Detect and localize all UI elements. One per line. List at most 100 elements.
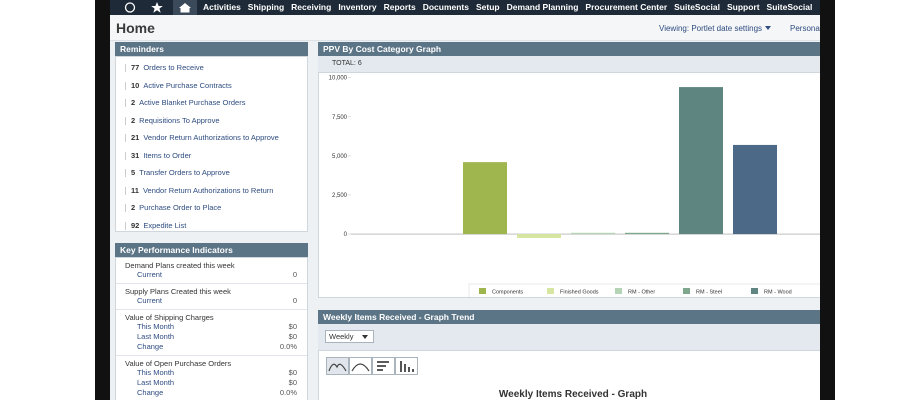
reminder-count: 10 — [131, 80, 140, 90]
page-title: Home — [116, 20, 155, 36]
legend-label: RM - Other — [628, 290, 655, 296]
weekly-toolbar: Weekly — [318, 324, 820, 350]
reminder[interactable]: 2 Purchase Order to Place — [116, 199, 307, 217]
y-tick-label: 5,000 — [332, 154, 348, 160]
kpi-row-value: $0 — [288, 368, 297, 377]
reminder-label: Purchase Order to Place — [139, 203, 222, 212]
kpi-row: Last Month $0 — [125, 332, 297, 342]
kpi-row-value: $0 — [288, 332, 297, 341]
kpi-portlet: Key Performance Indicators Demand Plans … — [115, 243, 308, 400]
kpi-row-label: This Month — [137, 368, 175, 377]
legend-label: Finished Goods — [560, 290, 599, 296]
total-row: TOTAL: 6 — [318, 56, 820, 72]
bar — [679, 87, 723, 235]
reminder-label: Vendor Return Authorizations to Approve — [143, 133, 279, 142]
graph-type-buttons[interactable] — [326, 357, 418, 375]
legend-swatch — [615, 288, 622, 294]
reminder-label: Expedite List — [143, 220, 187, 230]
nav-item[interactable]: SuiteSocial — [674, 2, 720, 12]
reminder-count: 11 — [131, 185, 139, 195]
bar — [571, 232, 615, 235]
date-settings[interactable]: Viewing: Portlet date settings — [659, 24, 772, 33]
reminder-label: Orders to Receive — [143, 63, 204, 72]
legend-label: RM - Steel — [696, 290, 722, 296]
graph-title: Weekly Items Received - Graph — [498, 389, 648, 400]
kpi-group: Value of Shipping Charges This Month $0 Las… — [116, 310, 307, 356]
nav-item[interactable]: Procurement Center — [585, 2, 668, 12]
kpi-name: Supply Plans Created this week — [125, 287, 231, 296]
legend-swatch — [751, 288, 758, 294]
y-tick-label: 0 — [344, 232, 348, 238]
reminder-count: 5 — [131, 168, 136, 177]
y-tick-label: 2,500 — [332, 193, 348, 199]
reminder[interactable]: 92 Expedite List — [116, 217, 307, 235]
nav-item[interactable]: SuiteSocial — [766, 2, 813, 12]
total-value: 6 — [357, 60, 362, 67]
kpi-name: Demand Plans created this week — [125, 261, 235, 270]
kpi-row: Change 0.0% — [125, 388, 297, 398]
portlet-header: Reminders — [115, 42, 308, 56]
y-tick-label: 10,000 — [329, 76, 348, 82]
kpi-row: This Month $0 — [125, 322, 297, 332]
kpi-row-label: Last Month — [137, 332, 175, 341]
bar — [625, 232, 669, 235]
page-header: Home Viewing: Portlet date settings Pers… — [110, 15, 820, 41]
kpi-group: Supply Plans Created this week Current 0 — [116, 284, 307, 310]
kpi-row-value: 0.0% — [279, 388, 297, 397]
nav-item[interactable]: Receiving — [291, 2, 332, 12]
portlet-header: Key Performance Indicators — [115, 243, 308, 257]
kpi-row-label: Last Month — [137, 378, 175, 387]
reminder[interactable]: 10 Active Purchase Contracts — [116, 77, 307, 95]
personalize[interactable]: Persona — [790, 24, 820, 33]
bar — [733, 144, 777, 235]
portlet-header: PPV By Cost Category Graph — [318, 42, 820, 56]
kpi-row-label: Change — [137, 342, 164, 351]
nav-item[interactable]: Activities — [203, 2, 241, 12]
kpi-group: Value of Open Purchase Orders This Month $… — [116, 356, 307, 400]
reminder[interactable]: 5 Transfer Orders to Approve — [116, 164, 307, 182]
kpi-row-value: 0 — [292, 296, 297, 305]
reminder[interactable]: 77 Orders to Receive — [116, 59, 307, 77]
nav-menu: Activities Shipping Receiving Inventory Repo… — [203, 2, 819, 12]
kpi-row-value: 0.0% — [279, 342, 297, 351]
kpi-row-label: This Month — [137, 322, 175, 331]
portlet-header: Weekly Items Received - Graph Trend — [318, 310, 820, 324]
nav-item[interactable]: Reports — [383, 2, 416, 12]
kpi-row: Current 0 — [125, 296, 297, 306]
kpi-row: Last Month $0 — [125, 378, 297, 388]
reminder[interactable]: 2 Active Blanket Purchase Orders — [116, 94, 307, 112]
y-tick-label: 7,500 — [332, 115, 348, 121]
reminder-count: 31 — [131, 150, 140, 160]
legend-label: RM - Wood — [764, 290, 792, 296]
reminder[interactable]: 2 Requisitions To Approve — [116, 112, 307, 130]
reminder-label: Requisitions To Approve — [139, 115, 220, 125]
reminder-count: 2 — [131, 115, 136, 125]
kpi-row-label: Current — [137, 270, 163, 279]
legend-swatch — [547, 288, 554, 294]
period-select[interactable]: Weekly — [325, 330, 374, 343]
kpi-row: Current 0 — [125, 270, 297, 280]
kpi-list: Demand Plans created this week Current 0 Su… — [115, 257, 308, 400]
legend-swatch — [479, 288, 486, 294]
reminder-count: 2 — [131, 98, 136, 107]
nav-item[interactable]: Documents — [422, 2, 469, 12]
kpi-row-label: Current — [137, 296, 163, 305]
reminder-count: 92 — [131, 220, 140, 230]
kpi-row: Change 0.0% — [125, 342, 297, 352]
date-settings-label: Viewing: Portlet date settings — [659, 24, 763, 33]
reminder-label: Items to Order — [143, 150, 192, 160]
nav-item[interactable]: Support — [726, 2, 760, 12]
nav-bar: Activities Shipping Receiving Inventory Repo… — [110, 0, 820, 15]
nav-item[interactable]: Setup — [476, 2, 500, 12]
bar — [463, 162, 507, 235]
period-select-label: Weekly — [329, 332, 354, 341]
nav-item[interactable]: Inventory — [338, 2, 377, 12]
nav-item[interactable]: Demand Planning — [506, 2, 579, 12]
reminder[interactable]: 31 Items to Order — [116, 147, 307, 165]
legend-swatch — [683, 288, 690, 294]
reminder[interactable]: 21 Vendor Return Authorizations to Approv… — [116, 129, 307, 147]
reminder[interactable]: 11 Vendor Return Authorizations to Return — [116, 182, 307, 200]
nav-item[interactable]: Shipping — [247, 2, 285, 12]
reminder-label: Transfer Orders to Approve — [139, 168, 230, 177]
